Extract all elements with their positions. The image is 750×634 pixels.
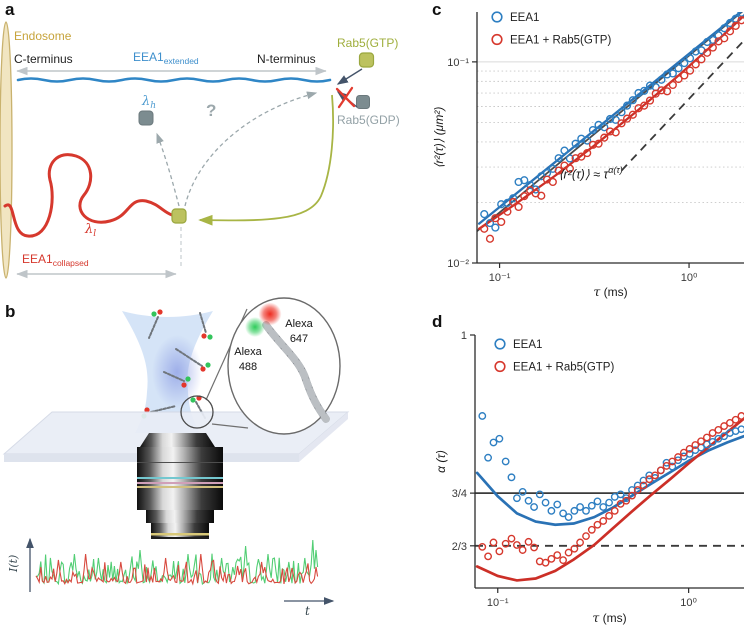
alexa-647-label: Alexa 647 (285, 318, 313, 345)
y-axis-label-c: ⟨r²(τ)⟩ (μm²) (432, 107, 446, 169)
lambda-h-label: λh (141, 94, 156, 111)
svg-text:10⁰: 10⁰ (680, 597, 697, 609)
panel-a-schematic: Endosome C-terminus EEA1extended N-termi… (0, 21, 400, 279)
lambda-h-square (138, 110, 154, 126)
reference-line-dashed-c (620, 39, 744, 172)
lambda-l-label: λl (84, 222, 96, 239)
panel-d-alpha-chart: 10⁻¹ 10⁰ 1 3/4 2/3 τ (ms) α (τ) EEA1 EEA1 + Rab5… (434, 330, 744, 625)
c-terminus-label: C-terminus (14, 52, 73, 66)
zoom-inset: Alexa 647 Alexa 488 (227, 297, 341, 435)
endosome-membrane (0, 21, 13, 279)
x-axis-label-c: τ (ms) (593, 284, 627, 299)
inset-connector-bottom (211, 423, 249, 429)
x-axis-label-d: τ (ms) (592, 610, 626, 625)
rab5-gdp-label: Rab5(GDP) (337, 113, 400, 127)
panel-label-b: b (5, 302, 16, 321)
panel-b-microscope-schematic: Alexa 647 Alexa 488 I(t) t (2, 297, 350, 618)
svg-text:10⁻¹: 10⁻¹ (487, 597, 509, 609)
panel-label-d: d (432, 312, 443, 331)
intensity-trace (35, 539, 319, 586)
svg-text:10⁰: 10⁰ (681, 272, 698, 284)
endosome-label: Endosome (14, 29, 72, 43)
rab5-gtp-label: Rab5(GTP) (337, 36, 398, 50)
panel-label-c: c (432, 0, 442, 19)
svg-text:10⁻²: 10⁻² (447, 258, 469, 270)
alexa-488-dye (245, 317, 265, 337)
markers-d-series-1 (478, 412, 744, 567)
bound-rab5-gtp-square (171, 208, 187, 224)
n-terminus-label: N-terminus (257, 52, 316, 66)
confocal-focus-blob (152, 335, 202, 409)
rab5-gdp-square (356, 95, 370, 109)
svg-text:1: 1 (461, 330, 467, 342)
fit-line-c-series-0 (477, 12, 743, 225)
eea1-collapsed-label: EEA1collapsed (22, 252, 89, 268)
rab5-gtp-binding-arrow (336, 68, 363, 85)
transition-arrow-to-lambda-h (156, 132, 180, 207)
alexa-488-label: Alexa 488 (234, 346, 262, 373)
intensity-axis-label: I(t) (7, 555, 20, 573)
legend-c: EEA1 EEA1 + Rab5(GTP) (491, 11, 611, 47)
markers-c-series-1 (480, 16, 744, 243)
svg-text:2/3: 2/3 (452, 541, 467, 553)
svg-text:EEA1: EEA1 (510, 12, 539, 24)
transition-arrow-to-n-terminus (184, 91, 318, 207)
svg-text:10⁻¹: 10⁻¹ (447, 57, 469, 69)
gridlines-c (477, 61, 744, 203)
alexa-647-dye (258, 302, 282, 326)
eea1-extended-line (16, 77, 332, 83)
markers-c-series-0 (480, 12, 744, 232)
question-mark: ? (206, 101, 216, 120)
eea1-extended-label: EEA1extended (133, 50, 199, 66)
red-channel-trace (35, 553, 319, 586)
red-x-icon (335, 86, 356, 109)
svg-text:EEA1: EEA1 (513, 339, 542, 351)
svg-text:EEA1 + Rab5(GTP): EEA1 + Rab5(GTP) (513, 362, 614, 374)
y-axis-label-d: α (τ) (434, 450, 448, 473)
rab5-gtp-square (358, 52, 375, 68)
axes-c (476, 12, 744, 264)
labeled-molecules (141, 309, 213, 419)
markers-d-series-0 (478, 412, 744, 522)
rab5-delivery-curve (198, 94, 334, 226)
molecule-highlight-circle (180, 395, 214, 429)
tick-labels-c: 10⁻¹ 10⁰ 10⁻¹ 10⁻² (447, 57, 698, 284)
panel-label-a: a (5, 0, 15, 19)
plot-area-c (477, 12, 744, 243)
microscope-objective (137, 433, 223, 539)
tick-labels-d: 10⁻¹ 10⁰ 1 3/4 2/3 (452, 330, 698, 609)
intensity-trace-axes: I(t) t (7, 537, 335, 618)
fit-line-d-series-1 (475, 417, 744, 582)
svg-text:EEA1 + Rab5(GTP): EEA1 + Rab5(GTP) (510, 35, 611, 47)
eea1-collapsed-line (3, 153, 174, 238)
time-axis-label: t (305, 604, 310, 618)
svg-text:3/4: 3/4 (452, 488, 467, 500)
plot-area-d (475, 412, 744, 582)
svg-text:10⁻¹: 10⁻¹ (489, 272, 511, 284)
annotation-c: ⟨r²(τ)⟩ ≈ τα(τ) (559, 165, 623, 182)
legend-d: EEA1 EEA1 + Rab5(GTP) (494, 338, 614, 374)
